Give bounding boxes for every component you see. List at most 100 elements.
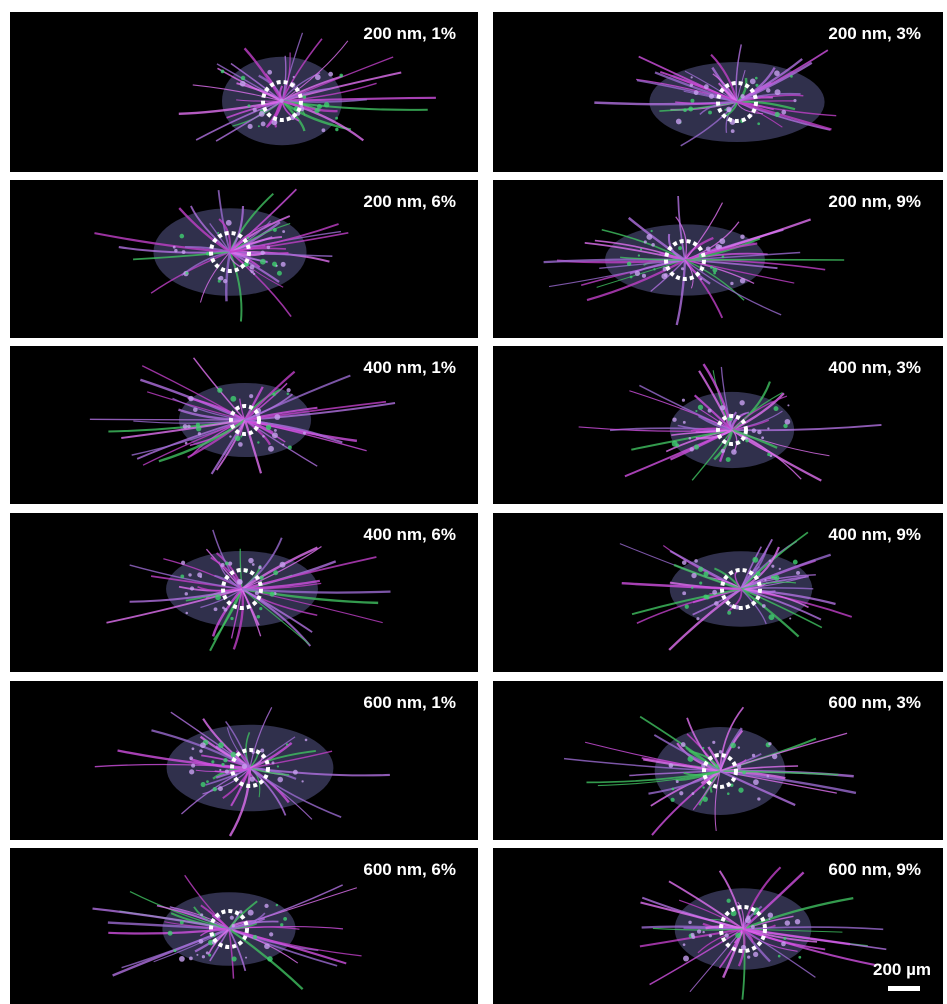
speck [698,566,704,572]
speck [682,591,687,596]
panel: 400 nm, 3% [493,346,943,504]
speck [280,923,284,927]
strand [121,928,230,969]
strand [652,927,744,931]
strand [281,100,306,132]
speck [323,102,330,108]
panel: 200 nm, 1% [10,12,478,172]
strand [281,96,436,103]
panel: 600 nm, 1% [10,681,478,840]
speck [217,231,220,234]
speck [729,604,733,608]
strand [673,563,742,591]
speck [219,768,222,772]
strand [225,720,251,769]
speck [304,738,308,742]
strand [731,424,882,432]
speck [220,69,225,74]
strand [147,391,246,421]
speck [283,917,288,921]
speck [688,920,692,925]
strand [710,53,739,103]
panel: 600 nm, 9% [493,848,943,1004]
speck [691,572,697,579]
dashed-circle [209,231,251,273]
speck [730,910,737,917]
speck [206,780,209,784]
strand [226,727,251,769]
speck [258,110,265,117]
speck [774,70,780,77]
strand [249,767,342,818]
speck [269,591,275,597]
speck [682,420,686,424]
speck [188,573,192,577]
strand [675,259,687,326]
speck [690,76,693,79]
speck [712,267,718,273]
strand [153,928,230,963]
speck [651,243,655,247]
speck [215,594,221,601]
strand [281,99,338,113]
speck [740,234,745,239]
strand [671,429,733,436]
speck [708,934,712,938]
speck [189,956,193,961]
speck [753,912,757,916]
strand [740,546,763,590]
strand [719,770,839,776]
speck [689,83,694,88]
speck [753,951,759,958]
speck [193,407,198,413]
strand [241,588,310,645]
dashed-circle [719,905,767,953]
speck [199,575,202,578]
speck [197,432,202,436]
speck [268,445,274,452]
speck [637,254,641,257]
speck [257,125,260,128]
speck [262,434,265,438]
speck [708,93,715,99]
strand [735,44,743,103]
speck [205,951,209,955]
speck [650,229,653,233]
speck [783,937,787,941]
speck [774,89,781,96]
panel-label: 200 nm, 6% [363,192,456,211]
speck [768,614,775,621]
speck [220,563,225,567]
strand [691,429,733,481]
strand [713,429,734,461]
speck [680,742,686,747]
speck [765,88,771,93]
speck [191,763,196,768]
speck [730,129,735,133]
speck [252,272,256,276]
speck [231,924,235,928]
speck [749,78,756,85]
cell-strands [563,706,857,836]
speck [726,106,732,113]
speck [675,443,680,447]
speck [739,277,746,284]
speck [240,435,243,438]
speck [339,73,344,78]
speck [768,559,772,563]
panel-image [493,681,943,840]
speck [328,71,334,77]
panel-label: 600 nm, 6% [363,860,456,879]
speck [275,903,279,907]
cell-strands [89,357,396,475]
strand [184,245,231,253]
strand [725,101,738,133]
speck [753,779,759,786]
speck [689,447,694,452]
strand [178,207,231,253]
speck [699,581,703,585]
strand [228,928,347,965]
speck [257,441,260,444]
speck [271,761,275,765]
speck [787,404,790,407]
